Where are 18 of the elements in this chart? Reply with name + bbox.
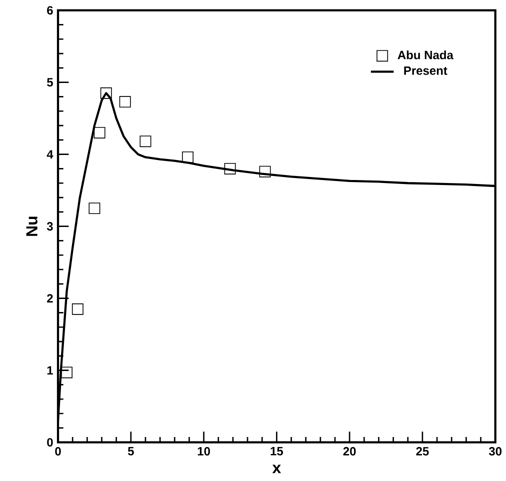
y-tick-label: 4 xyxy=(46,150,54,158)
x-tick-label: 25 xyxy=(416,447,429,456)
x-tick-label: 0 xyxy=(55,447,61,456)
y-tick-label: 1 xyxy=(47,366,53,374)
y-axis-title: Nu xyxy=(26,216,38,236)
x-tick-label: 20 xyxy=(343,447,356,456)
y-tick-label: 6 xyxy=(47,6,53,15)
x-tick-label: 30 xyxy=(488,447,502,456)
legend-label: Present xyxy=(404,66,448,75)
y-tick-label: 2 xyxy=(47,294,53,303)
x-tick-label: 5 xyxy=(128,447,134,456)
x-tick-label: 10 xyxy=(198,447,210,456)
x-tick-label: 15 xyxy=(270,447,284,456)
x-axis-title: x xyxy=(272,464,281,474)
y-tick-label: 0 xyxy=(47,438,53,447)
y-tick-label: 3 xyxy=(46,222,53,231)
legend-label: Abu Nada xyxy=(398,50,454,60)
y-tick-label: 5 xyxy=(47,78,53,87)
